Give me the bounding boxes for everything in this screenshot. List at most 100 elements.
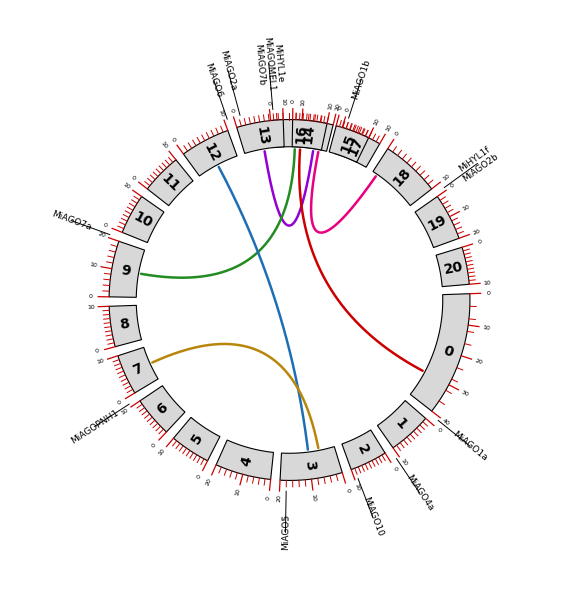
Text: 3: 3 — [302, 460, 317, 471]
Text: 10: 10 — [280, 97, 285, 106]
Text: 0: 0 — [391, 466, 398, 472]
Text: 0: 0 — [266, 496, 272, 500]
Polygon shape — [334, 127, 380, 167]
Text: 0: 0 — [441, 343, 455, 360]
Text: 30: 30 — [460, 389, 470, 397]
Polygon shape — [109, 305, 141, 347]
Text: 17: 17 — [346, 136, 367, 158]
Text: 10: 10 — [160, 141, 169, 150]
Text: 7: 7 — [130, 361, 145, 377]
Polygon shape — [329, 126, 369, 162]
Polygon shape — [174, 418, 220, 461]
Text: MiAGO7a: MiAGO7a — [50, 209, 92, 232]
Text: 10: 10 — [96, 358, 105, 365]
Text: 18: 18 — [390, 165, 414, 189]
Text: MiAGO1a: MiAGO1a — [451, 430, 489, 463]
Polygon shape — [378, 401, 426, 448]
Polygon shape — [140, 386, 185, 432]
Text: 13: 13 — [254, 125, 270, 146]
Text: 0: 0 — [477, 239, 482, 245]
Text: 20: 20 — [474, 358, 483, 365]
Text: 10: 10 — [131, 209, 155, 231]
Text: 20: 20 — [205, 477, 212, 486]
Text: MiAGOPNH1: MiAGOPNH1 — [69, 408, 120, 445]
Text: 10: 10 — [461, 204, 470, 212]
Text: 10: 10 — [354, 482, 361, 491]
Polygon shape — [109, 241, 145, 298]
Text: 4: 4 — [239, 455, 254, 467]
Text: MiHYL1e
MiAGOMEL1
MiAGO7b: MiHYL1e MiAGOMEL1 MiAGO7b — [252, 35, 285, 92]
Text: 0: 0 — [437, 427, 442, 434]
Text: 10: 10 — [234, 488, 241, 496]
Text: 0: 0 — [486, 290, 490, 296]
Text: 10: 10 — [483, 280, 492, 286]
Text: 2: 2 — [354, 443, 371, 457]
Text: 0: 0 — [170, 136, 176, 142]
Text: 0: 0 — [116, 399, 122, 406]
Text: 0: 0 — [130, 175, 136, 181]
Text: 0: 0 — [291, 100, 295, 103]
Text: 6: 6 — [155, 400, 171, 417]
Polygon shape — [122, 197, 164, 242]
Text: 10: 10 — [482, 325, 490, 331]
Text: 10: 10 — [87, 304, 95, 310]
Text: 1: 1 — [393, 416, 409, 432]
Text: 0: 0 — [394, 130, 401, 136]
Text: 10: 10 — [385, 123, 393, 133]
Polygon shape — [280, 446, 342, 481]
Text: 10: 10 — [311, 493, 317, 502]
Text: 16: 16 — [294, 124, 309, 144]
Text: 10: 10 — [373, 117, 380, 126]
Text: 5: 5 — [189, 431, 206, 447]
Polygon shape — [373, 149, 432, 206]
Polygon shape — [411, 294, 470, 411]
Polygon shape — [118, 347, 158, 393]
Text: 10: 10 — [218, 109, 225, 118]
Text: 40: 40 — [441, 418, 450, 427]
Text: 0: 0 — [345, 487, 350, 493]
Text: 19: 19 — [426, 212, 449, 233]
Text: 0: 0 — [229, 107, 234, 113]
Text: 20: 20 — [276, 494, 282, 503]
Polygon shape — [292, 119, 327, 150]
Polygon shape — [184, 130, 237, 176]
Text: 9: 9 — [119, 263, 131, 279]
Text: 15: 15 — [338, 132, 358, 155]
Text: 11: 11 — [159, 171, 182, 195]
Polygon shape — [216, 440, 273, 479]
Text: 8: 8 — [119, 317, 130, 332]
Text: 10: 10 — [90, 262, 98, 269]
Text: 10: 10 — [399, 458, 408, 467]
Text: 20: 20 — [97, 232, 106, 239]
Polygon shape — [147, 160, 193, 206]
Text: 14: 14 — [301, 124, 317, 145]
Text: 10: 10 — [122, 182, 131, 190]
Text: 12: 12 — [200, 141, 222, 164]
Text: 0: 0 — [449, 183, 455, 189]
Text: MiAGO1b: MiAGO1b — [350, 58, 372, 100]
Text: 0: 0 — [89, 294, 93, 299]
Text: 0: 0 — [151, 442, 157, 448]
Text: 10: 10 — [442, 173, 450, 182]
Text: MiAGO6: MiAGO6 — [204, 62, 224, 99]
Text: MiAGO2a: MiAGO2a — [218, 50, 238, 92]
Text: 10: 10 — [157, 448, 166, 457]
Text: 20: 20 — [472, 229, 481, 236]
Text: 10: 10 — [120, 407, 129, 415]
Text: 20: 20 — [442, 259, 464, 277]
Text: 0: 0 — [345, 107, 350, 113]
Polygon shape — [270, 119, 333, 151]
Polygon shape — [415, 197, 459, 248]
Text: MiAGO10: MiAGO10 — [361, 496, 384, 538]
Text: 0: 0 — [196, 474, 203, 480]
Polygon shape — [237, 119, 284, 154]
Text: 10: 10 — [301, 98, 306, 106]
Text: 0: 0 — [338, 106, 344, 110]
Text: 0: 0 — [95, 349, 100, 355]
Text: MiHYL1f
MiAGO2b: MiHYL1f MiAGO2b — [455, 143, 500, 183]
Text: 0: 0 — [266, 100, 272, 104]
Text: 20: 20 — [334, 103, 341, 112]
Text: 0: 0 — [102, 223, 108, 229]
Polygon shape — [342, 430, 385, 470]
Text: 10: 10 — [328, 101, 334, 110]
